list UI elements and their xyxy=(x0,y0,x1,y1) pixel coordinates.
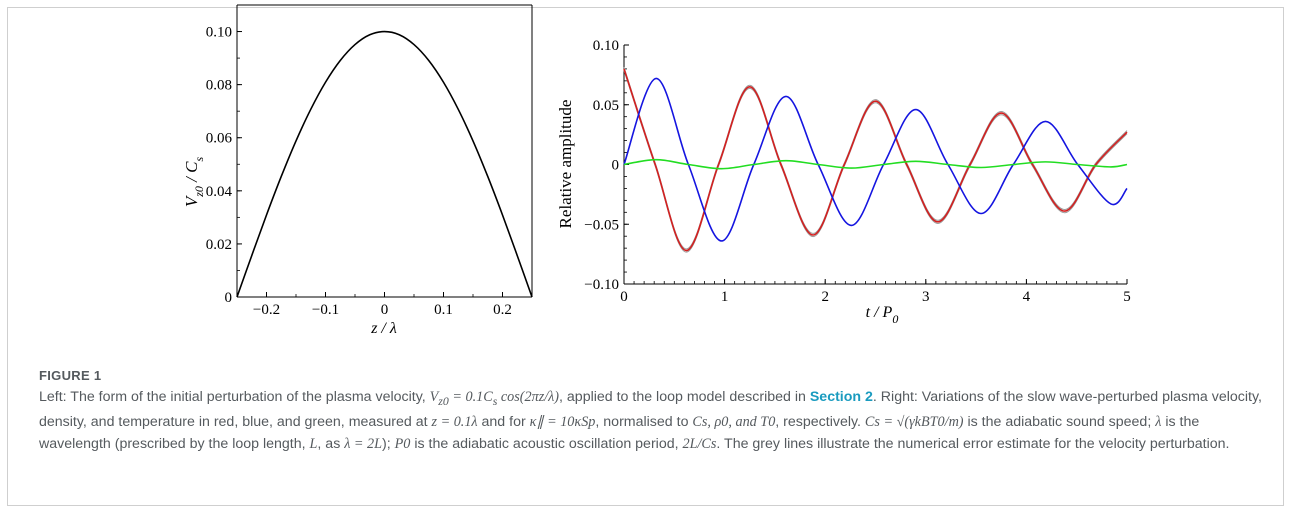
x-tick-label: 0.1 xyxy=(434,302,453,318)
y-tick-label: 0.10 xyxy=(206,25,232,41)
figure-caption: Left: The form of the initial perturbati… xyxy=(39,387,1264,455)
caption-text: is the adiabatic sound speed; xyxy=(963,414,1156,431)
figure-frame xyxy=(7,7,1284,506)
caption-math: = 0.1C xyxy=(448,389,493,405)
series-line-temperature xyxy=(623,158,1128,170)
caption-math: P0 xyxy=(394,435,411,452)
x-tick-label: 5 xyxy=(1123,289,1131,305)
figure-label: FIGURE 1 xyxy=(39,368,102,383)
x-tick-label: 0 xyxy=(620,289,628,305)
x-tick-label: 2 xyxy=(821,289,829,305)
section-link[interactable]: Section 2 xyxy=(809,389,873,405)
x-tick-label: 4 xyxy=(1023,289,1031,305)
y-tick-label: 0.02 xyxy=(206,237,232,253)
caption-math: L xyxy=(309,435,318,452)
caption-text: is the wavelength (prescribed by the loo… xyxy=(39,414,1200,452)
series-line-0 xyxy=(236,30,533,298)
caption-text: . The grey lines illustrate the numerica… xyxy=(716,435,1230,452)
caption-math: λ = 2L xyxy=(344,435,383,452)
caption-text: , as xyxy=(317,435,345,452)
caption-math-sub: z0 xyxy=(438,393,449,408)
caption-math: Cs, ρ0, and T0 xyxy=(692,414,776,431)
x-tick-label: −0.2 xyxy=(253,302,280,318)
caption-math: cos(2πz/λ) xyxy=(497,389,560,405)
caption-text: . Right: Variations of the slow wave-per… xyxy=(39,389,1262,431)
caption-text: Left: The form of the initial perturbati… xyxy=(39,389,430,405)
y-tick-label: 0.08 xyxy=(206,78,232,94)
caption-text: is the adiabatic acoustic oscillation pe… xyxy=(410,435,683,452)
caption-math: λ xyxy=(1155,414,1162,431)
series-line-velocity xyxy=(623,68,1128,252)
y-tick-label: 0.04 xyxy=(206,184,233,200)
y-axis-label: Relative amplitude xyxy=(556,100,575,229)
y-tick-label: 0.10 xyxy=(593,38,619,54)
caption-math-sub: s xyxy=(492,393,498,408)
y-tick-label: 0 xyxy=(225,290,233,306)
x-tick-label: 1 xyxy=(721,289,729,305)
caption-math: κ∥ = 10κSp xyxy=(529,414,596,431)
x-tick-label: 0.2 xyxy=(493,302,512,318)
x-axis-label: t / P0 xyxy=(866,304,899,326)
x-axis-label: z / λ xyxy=(370,320,397,337)
x-tick-label: −0.1 xyxy=(312,302,339,318)
caption-text: , applied to the loop model described in xyxy=(559,389,810,405)
right-chart: 0 1 2 3 4 5 −0.10 −0.05 0 0.05 0.10 t / P0 Relative … xyxy=(556,38,1131,326)
error-estimate-line-upper xyxy=(623,67,1128,250)
left-chart: −0.2 −0.1 0 0.1 0.2 0 0.02 0.04 0.06 0.08 0.10 z / … xyxy=(182,4,533,337)
y-axis-label: Vz0 / Cs xyxy=(182,157,206,208)
caption-math: 2L/Cs xyxy=(682,435,717,452)
caption-math: z = 0.1λ xyxy=(431,414,478,431)
caption-text: , normalised to xyxy=(595,414,693,431)
y-tick-label: −0.10 xyxy=(584,277,619,293)
y-tick-label: 0 xyxy=(612,158,620,174)
y-tick-label: 0.05 xyxy=(593,98,619,114)
x-tick-label: 3 xyxy=(922,289,930,305)
y-tick-label: 0.06 xyxy=(206,131,233,147)
y-tick-label: −0.05 xyxy=(584,217,619,233)
series-line-density xyxy=(623,77,1128,242)
caption-math: Cs = √(γkBT0/m) xyxy=(864,414,964,431)
caption-text: ); xyxy=(382,435,395,452)
caption-text: , respectively. xyxy=(775,414,865,431)
caption-math: V xyxy=(429,389,439,405)
x-tick-label: 0 xyxy=(381,302,389,318)
caption-text: and for xyxy=(477,414,530,431)
